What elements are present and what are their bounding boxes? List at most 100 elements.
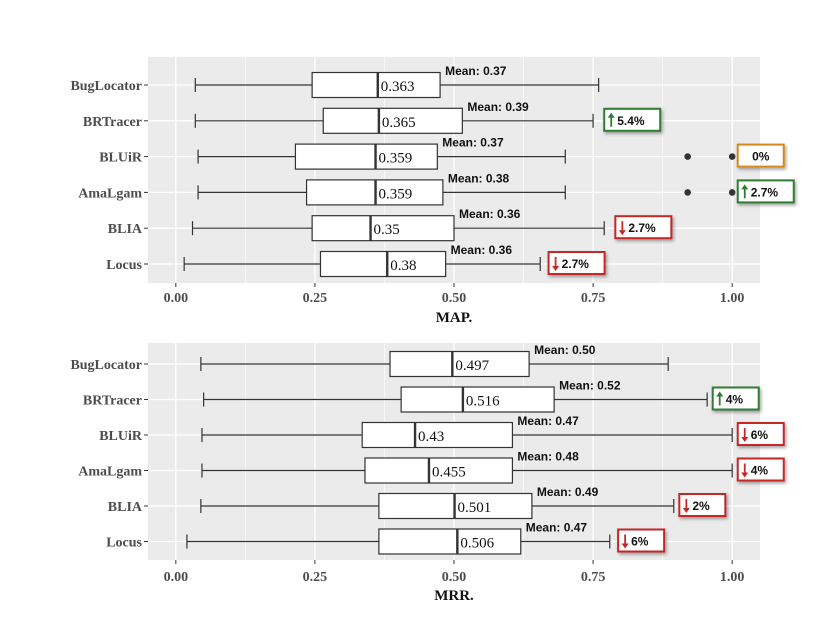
outlier-point (684, 189, 691, 196)
category-label: BRTracer (83, 115, 142, 130)
badge-label: 4% (751, 464, 769, 478)
mean-label: Mean: 0.52 (559, 379, 621, 393)
box-row-bluir: BLUiR 0.43 Mean: 0.47 6% (99, 414, 785, 449)
change-badge: 6% (736, 422, 785, 446)
outlier-point (684, 153, 691, 160)
category-label: AmaLgam (78, 186, 142, 201)
badge-label: 6% (631, 535, 649, 549)
median-label: 0.359 (379, 186, 413, 202)
mean-label: Mean: 0.37 (445, 64, 507, 78)
badge-label: 5.4% (617, 114, 645, 128)
change-badge: 0% (736, 143, 785, 168)
category-label: BLUiR (99, 429, 143, 444)
change-badge: 6% (617, 528, 666, 553)
median-label: 0.506 (460, 536, 494, 552)
box-row-locus: Locus 0.506 Mean: 0.47 6% (106, 521, 666, 555)
box-iqr (364, 457, 514, 484)
median-label: 0.38 (390, 258, 416, 274)
box-row-brtracer: BRTracer 0.516 Mean: 0.52 4% (83, 379, 760, 413)
box-row-blia: BLIA 0.501 Mean: 0.49 2% (108, 485, 727, 520)
arrow-down-icon (741, 437, 749, 442)
x-tick-label: 1.00 (720, 291, 745, 306)
mean-label: Mean: 0.47 (517, 414, 579, 428)
x-tick-label: 0.75 (581, 570, 606, 585)
box-row-locus: Locus 0.38 Mean: 0.36 2.7% (106, 243, 606, 278)
change-badge: 2.7% (736, 179, 795, 204)
category-label: BLIA (108, 500, 143, 515)
median-label: 0.516 (466, 394, 500, 410)
change-badge: 2.7% (547, 251, 606, 275)
box-iqr (378, 528, 522, 555)
arrow-down-icon (618, 230, 626, 236)
category-label: BLIA (108, 222, 143, 237)
mean-label: Mean: 0.38 (448, 171, 510, 185)
x-tick-label: 0.25 (303, 291, 328, 306)
median-label: 0.359 (379, 151, 413, 167)
median-label: 0.43 (418, 429, 444, 445)
x-tick-label: 0.75 (581, 291, 606, 306)
category-label: Locus (106, 258, 142, 273)
mean-label: Mean: 0.36 (451, 243, 513, 257)
category-label: Locus (106, 536, 142, 551)
arrow-down-icon (682, 508, 690, 513)
outlier-point (728, 189, 736, 196)
box-row-buglocator: BugLocator 0.363 Mean: 0.37 (70, 64, 600, 99)
category-label: BLUiR (99, 151, 143, 166)
median-label: 0.365 (382, 115, 416, 131)
median-label: 0.497 (455, 358, 489, 374)
box-iqr (294, 143, 438, 170)
category-label: BugLocator (70, 358, 142, 373)
median-label: 0.455 (432, 465, 466, 481)
x-axis-title: MAP. (436, 310, 473, 326)
mean-label: Mean: 0.37 (442, 136, 504, 150)
arrow-down-icon (741, 472, 749, 478)
change-badge: 4% (736, 457, 785, 482)
category-label: BugLocator (70, 79, 142, 94)
mean-label: Mean: 0.49 (537, 485, 599, 499)
box-iqr (319, 250, 447, 278)
box-iqr (361, 421, 514, 449)
badge-frame (617, 528, 666, 553)
box-row-bluir: BLUiR 0.359 Mean: 0.37 0% (99, 136, 785, 170)
panel-mrr: 0.00 0.25 0.50 0.75 1.00 MRR. BugLocator 0.497 M… (70, 343, 785, 604)
badge-frame (603, 107, 662, 132)
box-iqr (322, 107, 463, 134)
box-row-amalgam: AmaLgam 0.359 Mean: 0.38 2.7% (78, 171, 795, 206)
mean-label: Mean: 0.47 (526, 521, 588, 535)
box-row-amalgam: AmaLgam 0.455 Mean: 0.48 4% (78, 450, 785, 484)
x-tick-label: 0.50 (442, 570, 467, 585)
arrow-up-icon (716, 391, 724, 397)
x-tick-label: 0.00 (164, 570, 189, 585)
badge-frame (547, 251, 606, 275)
badge-label: 6% (751, 428, 769, 442)
arrow-down-icon (621, 543, 629, 549)
arrow-up-icon (607, 112, 615, 118)
box-row-buglocator: BugLocator 0.497 Mean: 0.50 (70, 343, 669, 378)
mean-label: Mean: 0.36 (459, 207, 521, 221)
badge-frame (678, 493, 727, 517)
mean-label: Mean: 0.50 (534, 343, 596, 357)
category-label: AmaLgam (78, 465, 142, 480)
badge-frame (736, 422, 785, 446)
box-row-brtracer: BRTracer 0.365 Mean: 0.39 5.4% (83, 100, 662, 134)
box-iqr (311, 71, 441, 99)
badge-frame (711, 386, 760, 411)
box-iqr (400, 386, 555, 413)
x-tick-label: 0.50 (442, 291, 467, 306)
median-label: 0.501 (458, 500, 492, 516)
badge-frame (736, 143, 785, 168)
x-tick-label: 1.00 (720, 570, 745, 585)
badge-frame (736, 179, 795, 204)
arrow-down-icon (552, 266, 560, 271)
change-badge: 2.7% (614, 215, 673, 240)
arrow-up-icon (741, 184, 749, 190)
box-iqr (389, 350, 530, 378)
x-tick-label: 0.25 (303, 570, 328, 585)
badge-label: 4% (726, 393, 744, 407)
badge-label: 2.7% (628, 221, 656, 235)
median-label: 0.363 (381, 79, 415, 95)
box-iqr (311, 215, 455, 242)
median-label: 0.35 (374, 222, 400, 238)
badge-label: 2% (692, 499, 710, 513)
